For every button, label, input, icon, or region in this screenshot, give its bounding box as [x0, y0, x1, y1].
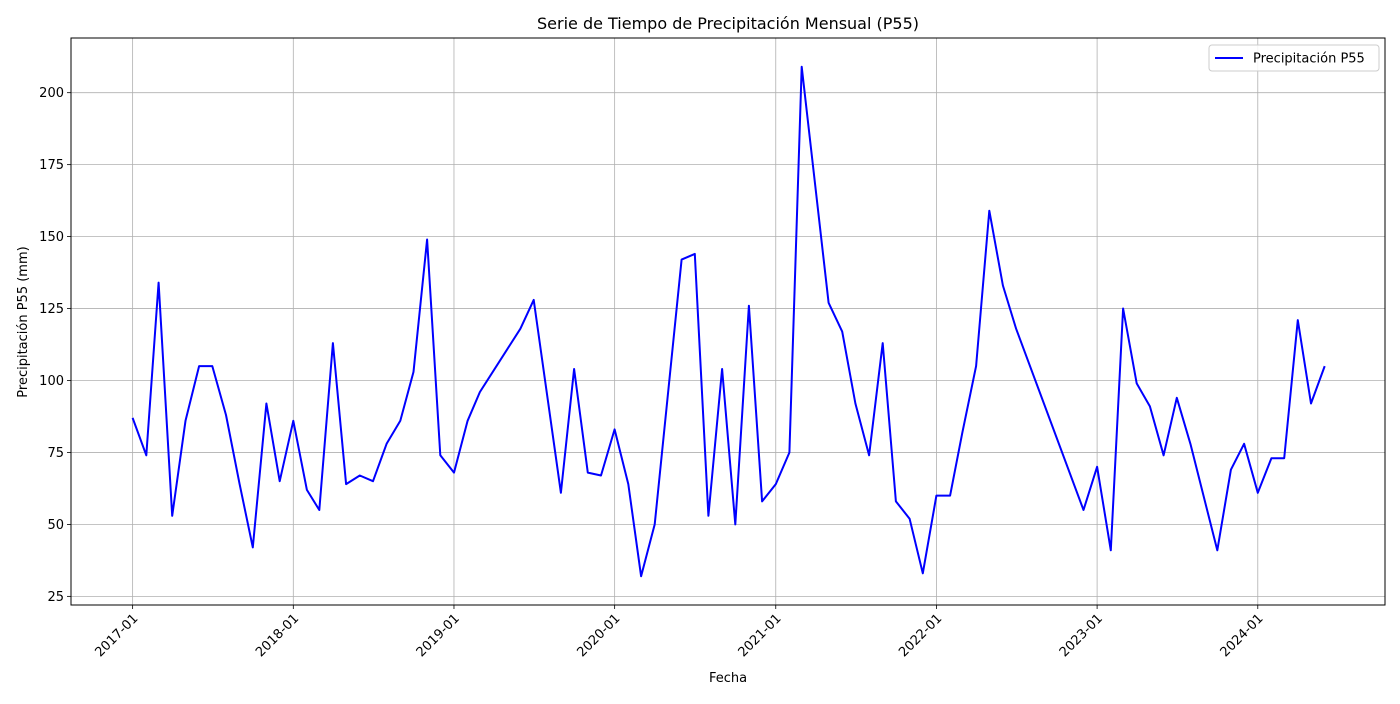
y-tick-label: 100 [39, 374, 64, 389]
x-tick-label: 2020-01 [574, 611, 623, 660]
legend-label: Precipitación P55 [1253, 52, 1365, 67]
y-tick-label: 150 [39, 230, 64, 245]
axis-layer: 25 50 75 100 125 150 175 200 2017-01 2018-01 2019-… [39, 86, 1266, 660]
y-tick-label: 125 [39, 302, 64, 317]
grid-layer [71, 38, 1385, 605]
x-axis-label: Fecha [709, 671, 747, 686]
y-tick-label: 25 [47, 590, 64, 605]
x-tick-label: 2023-01 [1057, 611, 1106, 660]
x-tick-label: 2019-01 [414, 611, 463, 660]
x-tick-label: 2022-01 [896, 611, 945, 660]
series-layer [131, 65, 1326, 578]
y-axis-label: Precipitación P55 (mm) [16, 246, 31, 397]
x-tick-label: 2018-01 [253, 611, 302, 660]
plot-frame [70, 37, 1386, 606]
legend: Precipitación P55 [1208, 44, 1380, 72]
chart-title: Serie de Tiempo de Precipitación Mensual… [537, 14, 919, 33]
y-tick-label: 175 [39, 158, 64, 173]
series-line [131, 65, 1326, 578]
y-tick-label: 50 [47, 518, 64, 533]
legend-box [1208, 44, 1380, 72]
y-tick-label: 75 [47, 446, 64, 461]
x-tick-label: 2021-01 [736, 611, 785, 660]
x-tick-label: 2024-01 [1218, 611, 1267, 660]
y-tick-label: 200 [39, 86, 64, 101]
x-tick-label: 2017-01 [92, 611, 141, 660]
